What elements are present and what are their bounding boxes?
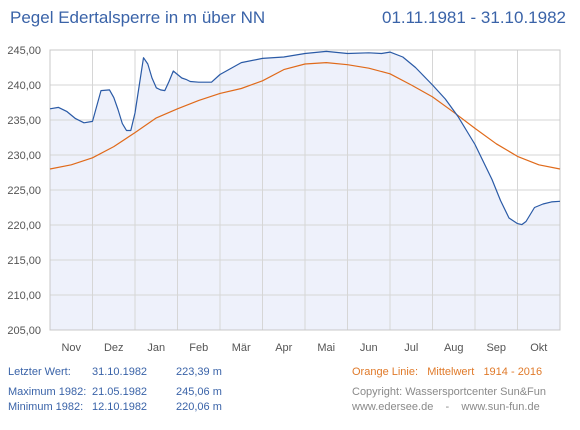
last-value-date: 31.10.1982 <box>92 366 148 378</box>
min-value-row: Minimum 1982: 12.10.1982 220,06 m <box>8 401 222 413</box>
y-tick-label: 210,00 <box>7 290 41 302</box>
x-tick-label: Apr <box>275 342 292 354</box>
y-tick-label: 225,00 <box>7 185 41 197</box>
legend-mean: Orange Linie: Mittelwert 1914 - 2016 <box>352 366 543 378</box>
max-value-label: Maximum 1982: <box>8 386 87 398</box>
last-value: 223,39 m <box>176 366 222 378</box>
last-value-row: Letzter Wert: 31.10.1982 223,39 m <box>8 366 222 378</box>
min-value-label: Minimum 1982: <box>8 401 84 413</box>
x-tick-label: Aug <box>444 342 464 354</box>
y-tick-label: 235,00 <box>7 115 41 127</box>
y-tick-label: 245,00 <box>7 45 41 57</box>
y-tick-label: 240,00 <box>7 80 41 92</box>
x-tick-label: Okt <box>530 342 547 354</box>
x-tick-label: Sep <box>486 342 506 354</box>
y-tick-label: 215,00 <box>7 255 41 267</box>
min-value-date: 12.10.1982 <box>92 401 148 413</box>
max-value: 245,06 m <box>176 386 222 398</box>
y-tick-label: 220,00 <box>7 220 41 232</box>
copyright: Copyright: Wassersportcenter Sun&Fun <box>352 386 547 398</box>
x-tick-label: Mär <box>232 342 251 354</box>
series-line-actual <box>49 50 561 226</box>
websites: www.edersee.de - www.sun-fun.de <box>352 401 540 413</box>
x-tick-label: Mai <box>317 342 335 354</box>
series-line-mean <box>49 62 561 170</box>
x-tick-label: Jun <box>360 342 378 354</box>
max-value-row: Maximum 1982: 21.05.1982 245,06 m <box>8 386 222 398</box>
x-tick-label: Jan <box>147 342 165 354</box>
x-tick-label: Feb <box>189 342 208 354</box>
last-value-label: Letzter Wert: <box>8 366 71 378</box>
max-value-date: 21.05.1982 <box>92 386 148 398</box>
plot-frame <box>49 49 561 331</box>
date-range: 01.11.1981 - 31.10.1982 <box>381 8 566 27</box>
min-value: 220,06 m <box>176 401 222 413</box>
x-tick-label: Jul <box>404 342 418 354</box>
x-tick-label: Dez <box>104 342 124 354</box>
y-tick-label: 205,00 <box>7 325 41 337</box>
x-tick-label: Nov <box>61 342 81 354</box>
chart-title: Pegel Edertalsperre in m über NN <box>10 8 266 27</box>
y-tick-label: 230,00 <box>7 150 41 162</box>
